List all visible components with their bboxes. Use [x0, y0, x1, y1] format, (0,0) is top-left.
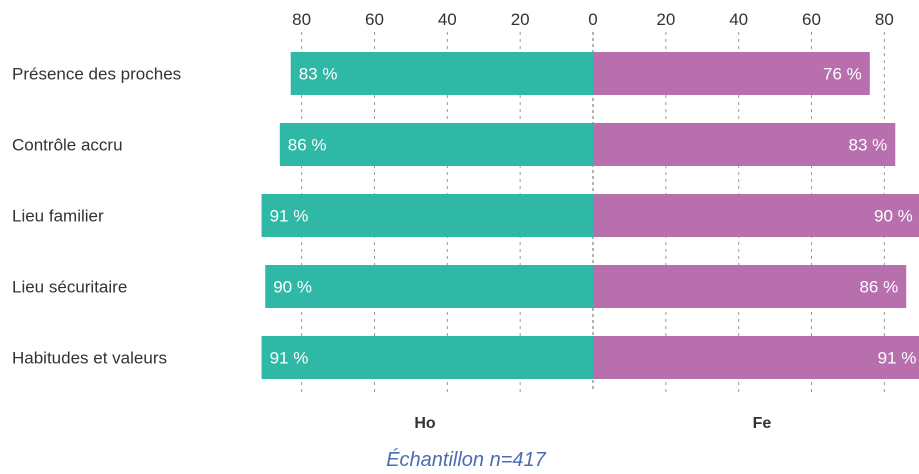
- panel-labels: Ho Fe: [414, 415, 771, 432]
- bar-ho: [261, 194, 593, 237]
- bar-fe: [593, 52, 870, 95]
- sample-size-note: Échantillon n=417: [386, 448, 546, 471]
- x-tick-label: 0: [588, 10, 597, 29]
- x-tick-labels: 80 60 40 20 0 20 40 60 80: [292, 10, 894, 29]
- category-label: Lieu sécuritaire: [12, 278, 127, 297]
- category-label: Habitudes et valeurs: [12, 349, 167, 368]
- bar-fe-value-label: 76 %: [823, 65, 862, 84]
- bar-fe: [593, 123, 896, 166]
- bar-fe-value-label: 90 %: [874, 207, 913, 226]
- x-tick-label: 40: [438, 10, 457, 29]
- x-tick-label: 80: [292, 10, 311, 29]
- bar-ho-value-label: 86 %: [288, 136, 327, 155]
- bar-ho: [265, 265, 593, 308]
- series-label-ho: Ho: [414, 415, 436, 432]
- bars: 83 % 76 % 86 % 83 % 91 % 90 % 90 % 86 % 91 % 91 %: [261, 52, 919, 379]
- bar-ho: [279, 123, 593, 166]
- category-label: Contrôle accru: [12, 136, 123, 155]
- x-tick-label: 20: [656, 10, 675, 29]
- bar-fe: [593, 194, 919, 237]
- bar-fe-value-label: 91 %: [878, 349, 917, 368]
- bar-ho-value-label: 83 %: [299, 65, 338, 84]
- bar-fe-value-label: 83 %: [849, 136, 888, 155]
- series-label-fe: Fe: [753, 415, 772, 432]
- bar-fe: [593, 265, 907, 308]
- x-tick-label: 60: [802, 10, 821, 29]
- bar-ho-value-label: 91 %: [270, 349, 309, 368]
- x-tick-label: 40: [729, 10, 748, 29]
- bar-fe-value-label: 86 %: [859, 278, 898, 297]
- x-tick-label: 20: [511, 10, 530, 29]
- bar-ho: [261, 336, 593, 379]
- category-labels: Présence des proches Contrôle accru Lieu f…: [12, 65, 181, 368]
- category-label: Présence des proches: [12, 65, 181, 84]
- bar-ho-value-label: 91 %: [270, 207, 309, 226]
- x-tick-label: 60: [365, 10, 384, 29]
- bar-fe: [593, 336, 919, 379]
- bar-ho-value-label: 90 %: [273, 278, 312, 297]
- x-tick-label: 80: [875, 10, 894, 29]
- bar-ho: [290, 52, 593, 95]
- category-label: Lieu familier: [12, 207, 104, 226]
